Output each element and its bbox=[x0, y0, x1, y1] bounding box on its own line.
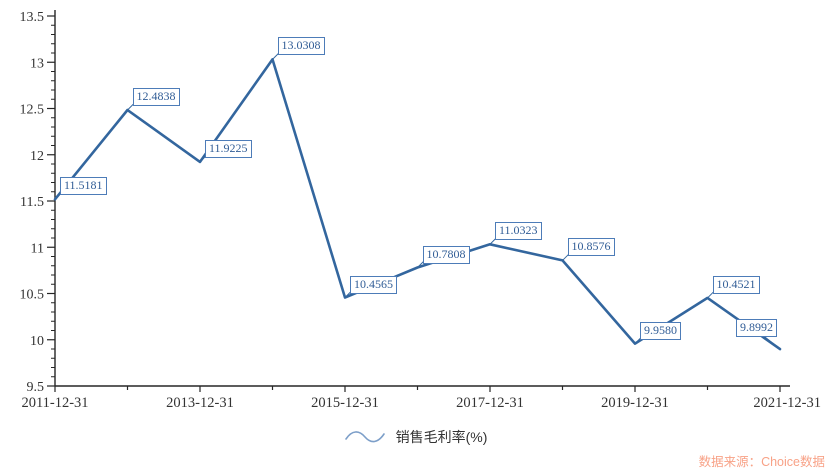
y-axis-tick-label: 12.5 bbox=[20, 103, 45, 118]
x-axis-tick-label: 2015-12-31 bbox=[311, 395, 379, 411]
data-point-label: 11.9225 bbox=[205, 139, 252, 158]
y-axis-tick-label: 11.5 bbox=[20, 195, 44, 210]
y-axis-tick-label: 11 bbox=[31, 241, 44, 256]
legend-label: 销售毛利率(%) bbox=[395, 429, 488, 445]
y-axis-tick-label: 10.5 bbox=[20, 288, 45, 303]
legend: 销售毛利率(%) bbox=[0, 424, 831, 450]
y-axis-tick-label: 10 bbox=[30, 334, 44, 349]
data-point-label: 9.8992 bbox=[736, 319, 777, 338]
y-axis-tick-label: 9.5 bbox=[27, 380, 45, 395]
data-point-label: 10.7808 bbox=[422, 245, 470, 264]
data-point-label: 10.4565 bbox=[350, 275, 397, 294]
x-axis-tick-label: 2017-12-31 bbox=[456, 395, 524, 411]
x-axis-tick-label: 2011-12-31 bbox=[21, 395, 88, 411]
x-axis-tick-label: 2019-12-31 bbox=[601, 395, 669, 411]
data-point-label: 13.0308 bbox=[277, 37, 325, 56]
data-point-label: 10.8576 bbox=[567, 238, 615, 257]
data-point-label: 12.4838 bbox=[132, 87, 180, 106]
y-axis-tick-label: 13.5 bbox=[20, 10, 45, 25]
data-point-label: 11.5181 bbox=[60, 177, 107, 196]
x-axis-tick-label: 2021-12-31 bbox=[753, 395, 821, 411]
legend-item-gross-margin[interactable]: 销售毛利率(%) bbox=[344, 427, 488, 447]
data-source-label: 数据来源：Choice数据 bbox=[698, 455, 825, 469]
legend-line-icon bbox=[344, 431, 385, 443]
data-point-label: 10.4521 bbox=[712, 275, 760, 294]
y-axis-tick-label: 13 bbox=[30, 56, 44, 71]
data-point-label: 11.0323 bbox=[495, 222, 542, 241]
label-leader-line bbox=[764, 336, 781, 350]
y-axis-tick-label: 12 bbox=[30, 149, 44, 164]
data-point-label: 9.9580 bbox=[640, 321, 681, 340]
x-axis-tick-label: 2013-12-31 bbox=[166, 395, 234, 411]
